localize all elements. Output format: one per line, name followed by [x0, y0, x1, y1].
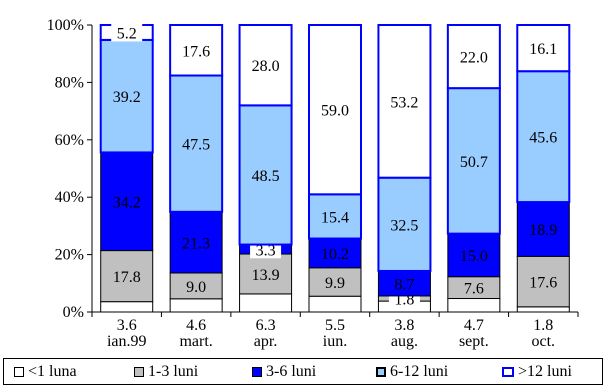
y-tick-label: 80%: [55, 74, 84, 91]
data-label: 39.2: [113, 89, 141, 106]
data-label: 16.1: [529, 41, 557, 58]
bar-segment: [446, 87, 501, 235]
x-tick-label-value: 5.5: [325, 317, 345, 334]
x-tick-label-value: 3.8: [394, 317, 414, 334]
data-label: 22.0: [460, 50, 488, 67]
bar-segment: [377, 270, 431, 297]
data-label: 15.0: [460, 248, 488, 265]
data-label: 15.4: [321, 209, 349, 226]
x-tick-label-month: oct.: [532, 333, 556, 350]
legend-label: >12 luni: [518, 362, 572, 380]
legend-item-3-6-months: 3-6 luni: [252, 359, 316, 384]
legend-swatch: [502, 366, 514, 377]
legend-item-more-12-months: >12 luni: [502, 359, 572, 384]
legend-swatch: [134, 366, 144, 377]
legend-item-less-1-month: <1 luna: [14, 359, 77, 384]
data-label: 32.5: [390, 217, 418, 234]
legend-label: 1-3 luni: [148, 362, 199, 380]
data-label: 47.5: [182, 137, 210, 154]
bar-segment: [99, 38, 154, 154]
data-label: 50.7: [460, 154, 488, 171]
y-tick-label: 40%: [55, 189, 84, 206]
data-label: 17.6: [529, 275, 557, 292]
legend-swatch: [14, 366, 24, 377]
bar-segment: [169, 74, 224, 213]
x-tick-label-month: ian.99: [107, 333, 147, 350]
bar-segment: [377, 24, 432, 179]
x-tick-label-value: 3.6: [117, 317, 137, 334]
bar-segment: [308, 238, 362, 269]
data-label: 9.0: [186, 279, 206, 296]
legend-label: 6-12 luni: [390, 362, 449, 380]
data-label: 17.6: [182, 43, 210, 60]
legend-swatch: [376, 366, 386, 377]
bar-segment: [239, 253, 293, 295]
data-label: 18.9: [529, 222, 557, 239]
bar-segment: [308, 193, 362, 240]
data-label: 48.5: [252, 168, 280, 185]
bar-segment: [516, 306, 570, 313]
legend-label: 3-6 luni: [266, 362, 317, 380]
data-label: 45.6: [529, 130, 557, 147]
x-tick-label-value: 1.8: [533, 317, 553, 334]
data-label: 28.0: [252, 58, 280, 75]
y-tick-label: 60%: [55, 132, 84, 149]
y-tick-label: 20%: [55, 247, 84, 264]
x-tick-label-month: apr.: [254, 333, 278, 350]
data-label: 9.9: [325, 275, 345, 292]
bar-segment: [377, 176, 432, 272]
bar-segment: [239, 293, 293, 313]
bar-segment: [516, 24, 571, 73]
y-tick-label: 100%: [47, 17, 84, 34]
data-label: 34.2: [113, 195, 141, 212]
x-tick-label-month: iun.: [323, 333, 347, 350]
bar-segment: [516, 255, 570, 308]
data-label: 7.6: [464, 281, 484, 298]
bar-segment: [516, 70, 571, 204]
x-tick-label-value: 6.3: [256, 317, 276, 334]
legend-item-1-3-months: 1-3 luni: [134, 359, 198, 384]
y-tick-label: 0%: [63, 304, 84, 321]
data-label: 10.2: [321, 246, 349, 263]
x-tick-label-value: 4.7: [464, 317, 484, 334]
x-tick-label-month: mart.: [179, 333, 212, 350]
bar-segment: [516, 201, 570, 257]
bar-segment: [100, 151, 154, 252]
bar-segment: [308, 267, 362, 297]
data-label: 3.3: [256, 242, 276, 259]
data-label: 5.2: [117, 25, 137, 42]
data-label: 13.9: [252, 267, 280, 284]
bar-segment: [169, 24, 224, 77]
chart-legend: <1 luna 1-3 luni 3-6 luni 6-12 luni >12 …: [3, 358, 603, 385]
data-label: 59.0: [321, 103, 349, 120]
bar-segment: [238, 24, 293, 107]
x-tick-label-value: 4.6: [186, 317, 206, 334]
bar-segment: [100, 301, 154, 313]
legend-label: <1 luna: [28, 362, 77, 380]
data-label: 53.2: [390, 94, 418, 111]
bar-segment: [169, 211, 223, 274]
data-label-background: [111, 23, 143, 42]
x-tick-label-month: sept.: [459, 333, 489, 350]
bar-segment: [446, 24, 501, 90]
legend-item-6-12-months: 6-12 luni: [376, 359, 448, 384]
bar-segment: [169, 298, 223, 313]
data-label: 17.8: [113, 269, 141, 286]
x-tick-label-month: aug.: [391, 333, 418, 350]
data-label: 8.7: [394, 276, 414, 293]
bar-segment: [447, 233, 501, 278]
bar-segment: [169, 272, 223, 300]
bar-segment: [447, 298, 501, 313]
legend-swatch: [252, 366, 262, 377]
bar-segment: [100, 250, 154, 303]
data-label: 21.3: [182, 235, 210, 252]
bar-segment: [308, 295, 362, 313]
bar-segment: [308, 24, 362, 196]
